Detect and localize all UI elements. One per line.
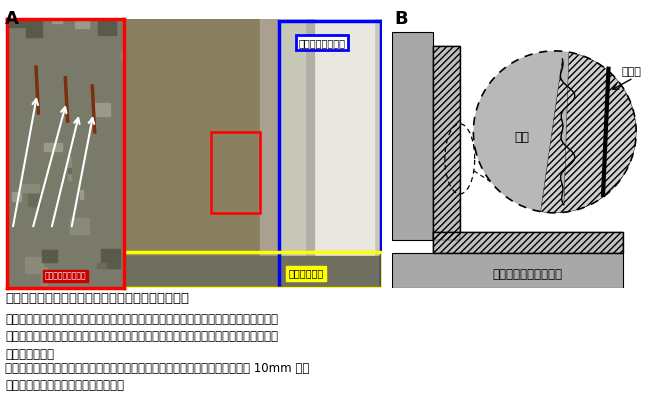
Bar: [97, 263, 106, 268]
Bar: [52, 2, 62, 23]
Text: Ａ．水路内面が摩耗して凹凸が生じた水路。中性化が進んでおり、一部中性化が鉄筋に: Ａ．水路内面が摩耗して凹凸が生じた水路。中性化が進んでおり、一部中性化が鉄筋に: [5, 313, 278, 326]
Text: ています。: ています。: [5, 348, 54, 361]
Bar: [44, 143, 62, 151]
Bar: [80, 190, 83, 199]
Bar: [68, 157, 72, 180]
Bar: [279, 21, 381, 288]
Bar: [25, 21, 42, 37]
Bar: [100, 249, 121, 268]
Bar: [42, 250, 57, 262]
Polygon shape: [433, 232, 622, 253]
Polygon shape: [474, 51, 575, 213]
Bar: [28, 194, 40, 206]
Text: 腐食・露出した鉄筋: 腐食・露出した鉄筋: [44, 271, 86, 280]
Bar: [70, 218, 89, 234]
Bar: [60, 270, 78, 285]
Text: B: B: [394, 10, 407, 28]
Text: 達し、鉄筋の腐食が起こっています。奥側部分は表面被覆工法による補修が行われ: 達し、鉄筋の腐食が起こっています。奥側部分は表面被覆工法による補修が行われ: [5, 330, 278, 343]
Bar: [111, 256, 382, 288]
Bar: [21, 184, 40, 192]
Text: 摩耗した水路: 摩耗した水路: [288, 269, 324, 279]
Bar: [25, 257, 43, 273]
Polygon shape: [541, 52, 636, 213]
Text: A: A: [5, 10, 19, 28]
Bar: [44, 141, 55, 148]
Bar: [9, 19, 26, 27]
Bar: [68, 168, 71, 173]
Text: 被覆工による補修: 被覆工による補修: [299, 38, 346, 48]
Text: のセメント系材料を被覆します。: のセメント系材料を被覆します。: [5, 379, 125, 392]
Bar: [76, 19, 88, 28]
Bar: [279, 19, 382, 288]
Bar: [98, 19, 116, 35]
Bar: [92, 104, 110, 116]
Polygon shape: [392, 32, 433, 240]
Text: Ｂ．表面被覆工法のうち、無機系被覆工法の断面図。凹凸が生じた表面に厚さ 10mm 程度: Ｂ．表面被覆工法のうち、無機系被覆工法の断面図。凹凸が生じた表面に厚さ 10mm…: [5, 362, 310, 375]
Text: 母材: 母材: [515, 131, 530, 144]
Bar: [211, 132, 260, 213]
Bar: [101, 224, 119, 238]
Bar: [111, 19, 268, 288]
Bar: [306, 19, 314, 288]
Bar: [260, 19, 287, 288]
Text: 図１　農業用鉄筋コンクリート開水路の劣化と補修: 図１ 農業用鉄筋コンクリート開水路の劣化と補修: [5, 292, 190, 305]
Bar: [111, 252, 382, 288]
Bar: [65, 271, 83, 279]
Polygon shape: [433, 45, 460, 240]
Text: 被覆工: 被覆工: [622, 67, 642, 78]
Bar: [12, 192, 21, 201]
Polygon shape: [392, 253, 622, 288]
Bar: [41, 267, 47, 284]
Text: 母材（コンクリート）: 母材（コンクリート）: [492, 268, 563, 281]
Bar: [121, 52, 135, 59]
Bar: [306, 19, 374, 288]
Bar: [51, 16, 66, 32]
